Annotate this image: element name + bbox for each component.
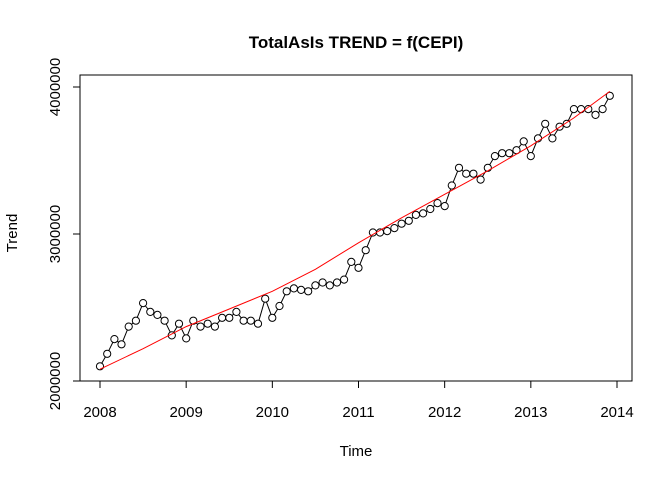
- data-point: [340, 275, 349, 284]
- data-point: [332, 278, 342, 287]
- data-point: [196, 322, 205, 331]
- data-point: [282, 287, 291, 296]
- data-point: [347, 257, 356, 266]
- data-point: [210, 322, 219, 331]
- data-point: [297, 285, 306, 294]
- data-point: [419, 209, 428, 218]
- data-point: [404, 216, 413, 225]
- data-point: [462, 169, 471, 178]
- series-layer: [95, 90, 614, 371]
- data-point: [562, 119, 571, 128]
- data-point: [469, 169, 478, 178]
- data-point: [110, 335, 119, 344]
- data-point: [311, 281, 320, 290]
- x-tick-label: 2011: [342, 404, 374, 421]
- data-point: [519, 137, 528, 146]
- data-point: [584, 105, 593, 114]
- data-point: [239, 316, 248, 325]
- data-point: [117, 340, 126, 349]
- x-tick-label: 2014: [600, 404, 633, 421]
- data-point: [304, 287, 313, 296]
- data-point: [124, 322, 133, 331]
- data-point: [153, 310, 162, 319]
- data-point: [318, 278, 327, 287]
- data-point: [253, 319, 263, 328]
- data-point: [218, 313, 227, 322]
- data-point: [390, 224, 399, 233]
- data-point: [605, 91, 614, 100]
- chart-title: TotalAsIs TREND = f(CEPI): [249, 33, 464, 52]
- data-point: [397, 219, 406, 228]
- data-point: [433, 199, 442, 208]
- data-point: [598, 105, 607, 114]
- data-point: [160, 316, 169, 325]
- data-point: [383, 227, 392, 236]
- data-point: [275, 301, 284, 311]
- data-point: [569, 105, 579, 114]
- data-point: [225, 313, 234, 322]
- data-point: [505, 149, 514, 158]
- data-point: [591, 110, 600, 120]
- x-tick-label: 2009: [169, 404, 202, 421]
- y-axis: 2000000 3000000 4000000: [47, 58, 81, 410]
- data-point: [447, 181, 456, 190]
- plot-area-frame: [79, 74, 633, 382]
- data-point: [498, 149, 507, 158]
- data-point: [361, 246, 370, 255]
- data-point: [146, 307, 155, 316]
- data-point: [174, 319, 184, 328]
- x-tick-label: 2008: [83, 404, 116, 421]
- data-point: [103, 349, 112, 358]
- data-point: [490, 152, 499, 161]
- data-point: [232, 307, 241, 316]
- data-point: [440, 202, 449, 211]
- data-point: [454, 163, 464, 172]
- y-tick-label: 4000000: [47, 58, 64, 116]
- data-point: [577, 105, 586, 114]
- x-axis: 2008 2009 2010 2011 2012 2013 2014: [83, 380, 634, 421]
- y-axis-label: Trend: [4, 214, 21, 253]
- data-point: [131, 316, 140, 325]
- data-point: [541, 119, 550, 128]
- x-axis-label: Time: [340, 443, 373, 460]
- y-tick-label: 3000000: [47, 205, 64, 263]
- data-point: [289, 284, 298, 293]
- x-tick-label: 2013: [514, 404, 547, 421]
- data-point: [426, 204, 435, 214]
- data-point: [268, 313, 277, 322]
- data-point: [203, 319, 212, 328]
- data-point: [182, 334, 191, 343]
- x-tick-label: 2010: [256, 404, 289, 421]
- trend-fit-line: [99, 90, 611, 370]
- y-tick-label: 2000000: [47, 352, 64, 410]
- data-point: [325, 281, 334, 290]
- data-point: [526, 152, 535, 161]
- data-point: [139, 299, 148, 308]
- data-point: [246, 316, 255, 325]
- x-tick-label: 2012: [428, 404, 461, 421]
- data-point: [354, 263, 363, 272]
- data-point: [476, 175, 485, 184]
- data-point: [548, 134, 557, 143]
- data-point: [261, 294, 270, 303]
- data-point: [411, 210, 420, 219]
